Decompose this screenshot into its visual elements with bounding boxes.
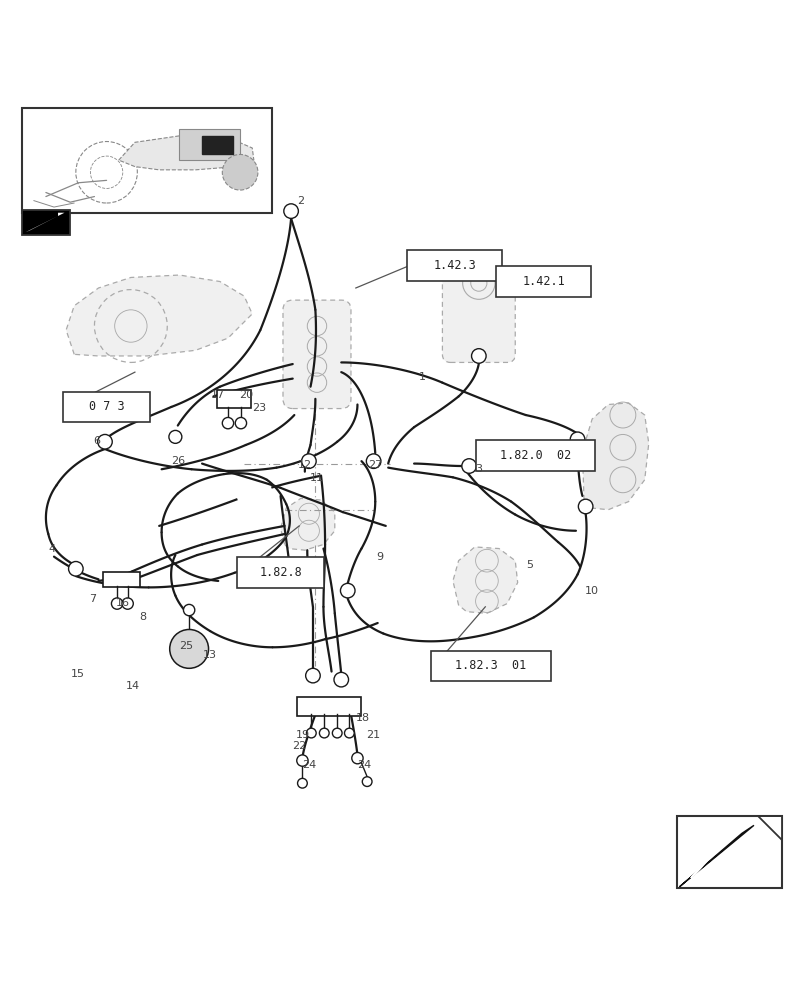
Text: 9: 9 (376, 552, 383, 562)
Text: 22: 22 (292, 741, 306, 751)
Circle shape (366, 454, 380, 468)
Text: 27: 27 (367, 460, 382, 470)
Circle shape (340, 583, 354, 598)
Circle shape (344, 728, 354, 738)
Text: 24: 24 (302, 760, 315, 770)
FancyBboxPatch shape (22, 108, 272, 213)
Text: 20: 20 (239, 390, 253, 400)
Circle shape (333, 672, 348, 687)
Text: 10: 10 (585, 586, 599, 596)
Text: 23: 23 (251, 403, 265, 413)
Text: 1.82.8: 1.82.8 (259, 566, 302, 579)
FancyBboxPatch shape (475, 440, 594, 471)
Polygon shape (757, 816, 781, 840)
Circle shape (362, 777, 371, 786)
Circle shape (222, 417, 234, 429)
Text: 24: 24 (356, 760, 371, 770)
Text: 13: 13 (203, 650, 217, 660)
FancyBboxPatch shape (296, 697, 361, 716)
Text: 18: 18 (355, 713, 370, 723)
Polygon shape (26, 213, 64, 232)
Circle shape (169, 430, 182, 443)
Text: 19: 19 (295, 730, 309, 740)
Text: 6: 6 (93, 436, 101, 446)
Circle shape (122, 598, 133, 609)
Circle shape (169, 629, 208, 668)
Circle shape (301, 454, 315, 468)
Text: 26: 26 (170, 456, 185, 466)
Text: 17: 17 (211, 390, 225, 400)
Circle shape (97, 434, 112, 449)
Polygon shape (581, 403, 648, 510)
FancyBboxPatch shape (676, 816, 781, 888)
Text: 0 7 3: 0 7 3 (88, 400, 124, 413)
Text: 15: 15 (71, 669, 85, 679)
FancyBboxPatch shape (431, 651, 550, 681)
Circle shape (471, 349, 486, 363)
Circle shape (351, 752, 363, 764)
Polygon shape (118, 136, 254, 170)
Circle shape (305, 668, 320, 683)
Polygon shape (690, 840, 725, 878)
Circle shape (319, 728, 328, 738)
FancyBboxPatch shape (406, 250, 502, 281)
Circle shape (222, 154, 258, 190)
Circle shape (111, 598, 122, 609)
FancyBboxPatch shape (62, 392, 150, 422)
Text: 3: 3 (474, 464, 482, 474)
FancyBboxPatch shape (237, 557, 324, 588)
Text: 1.82.3  01: 1.82.3 01 (455, 659, 526, 672)
Text: 1.82.0  02: 1.82.0 02 (500, 449, 570, 462)
Text: 4: 4 (48, 544, 55, 554)
Polygon shape (66, 275, 252, 356)
Text: 2: 2 (297, 196, 304, 206)
FancyBboxPatch shape (202, 136, 233, 154)
Text: 21: 21 (366, 730, 380, 740)
Text: 12: 12 (298, 460, 311, 470)
Text: 1.42.3: 1.42.3 (432, 259, 475, 272)
Text: 1.42.1: 1.42.1 (521, 275, 564, 288)
Polygon shape (179, 129, 240, 160)
FancyBboxPatch shape (102, 572, 139, 587)
Text: 1: 1 (418, 372, 425, 382)
Circle shape (68, 562, 83, 576)
Polygon shape (281, 498, 334, 550)
Circle shape (569, 432, 584, 447)
Text: 5: 5 (526, 560, 533, 570)
Text: 16: 16 (116, 598, 130, 608)
Text: 11: 11 (310, 473, 324, 483)
Circle shape (461, 459, 476, 473)
Polygon shape (679, 825, 753, 887)
Circle shape (235, 417, 247, 429)
Circle shape (296, 755, 307, 766)
FancyBboxPatch shape (442, 269, 515, 362)
Circle shape (332, 728, 341, 738)
Polygon shape (453, 547, 517, 613)
Circle shape (297, 778, 307, 788)
FancyBboxPatch shape (496, 266, 590, 297)
FancyBboxPatch shape (217, 390, 251, 408)
Text: 7: 7 (89, 594, 97, 604)
Circle shape (577, 499, 592, 514)
Text: 14: 14 (125, 681, 139, 691)
Text: 8: 8 (139, 612, 146, 622)
FancyBboxPatch shape (283, 300, 350, 409)
Circle shape (183, 604, 195, 616)
Circle shape (284, 204, 298, 218)
Circle shape (306, 728, 315, 738)
FancyBboxPatch shape (22, 210, 70, 235)
Text: 25: 25 (178, 641, 193, 651)
